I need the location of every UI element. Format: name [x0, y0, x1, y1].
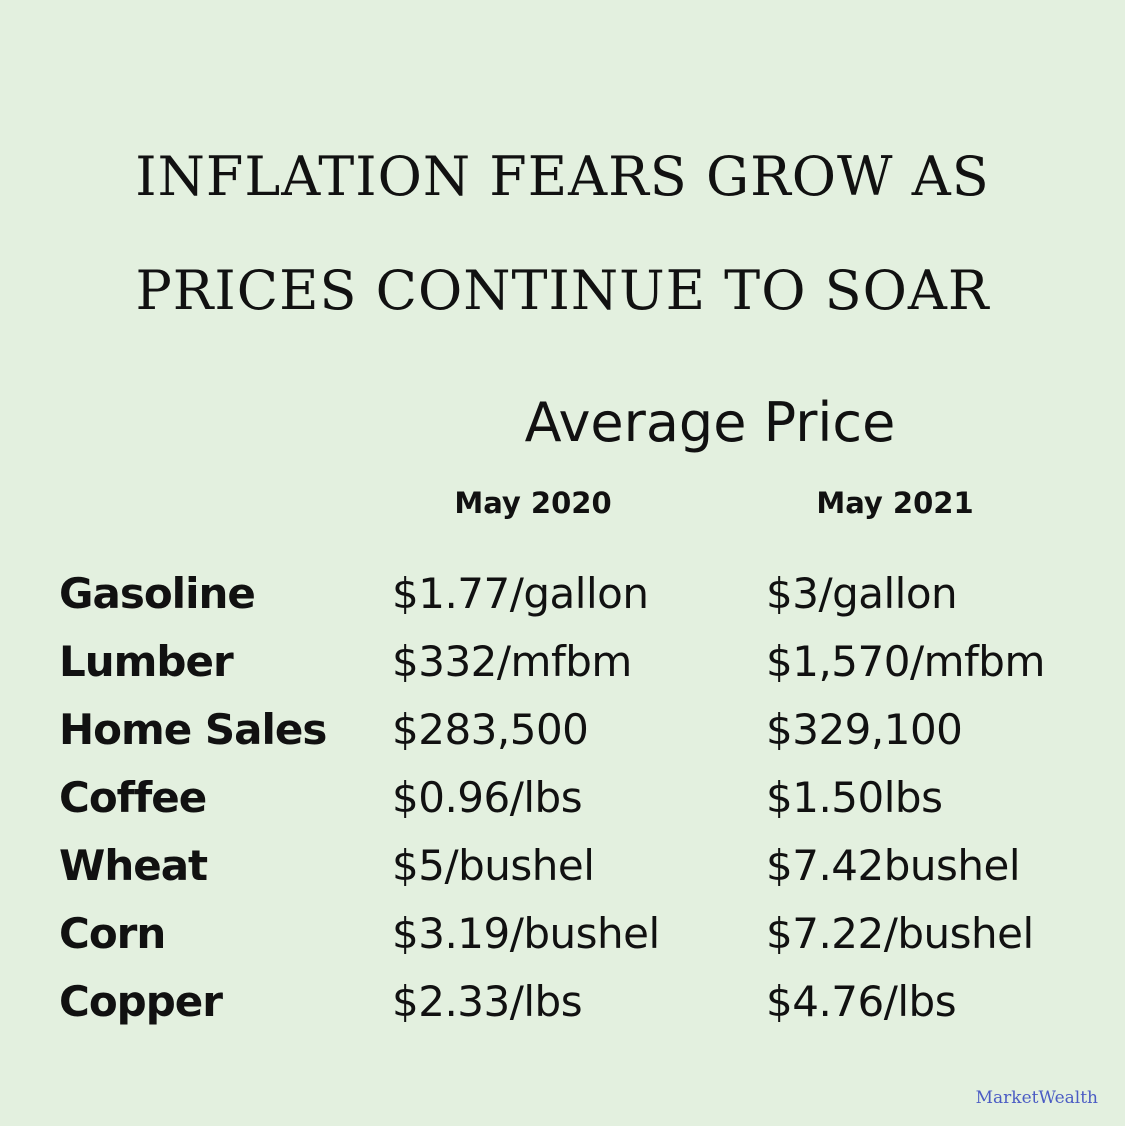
table-row: Wheat $5/bushel $7.42bushel: [0, 832, 1125, 900]
headline-line-2: PRICES CONTINUE TO SOAR: [135, 259, 990, 322]
row-value-may-2020: $0.96/lbs: [392, 773, 583, 822]
row-item-label: Copper: [59, 977, 223, 1026]
row-value-may-2020: $1.77/gallon: [392, 569, 649, 618]
table-row: Lumber $332/mfbm $1,570/mfbm: [0, 628, 1125, 696]
row-value-may-2020: $283,500: [392, 705, 589, 754]
headline: INFLATION FEARS GROW AS PRICES CONTINUE …: [0, 120, 1125, 348]
headline-line-1: INFLATION FEARS GROW AS: [135, 145, 990, 208]
row-value-may-2020: $332/mfbm: [392, 637, 632, 686]
row-item-label: Gasoline: [59, 569, 256, 618]
row-value-may-2020: $2.33/lbs: [392, 977, 583, 1026]
row-item-label: Coffee: [59, 773, 207, 822]
row-value-may-2020: $3.19/bushel: [392, 909, 660, 958]
row-value-may-2021: $3/gallon: [766, 569, 958, 618]
row-item-label: Lumber: [59, 637, 234, 686]
row-item-label: Home Sales: [59, 705, 327, 754]
table-row: Gasoline $1.77/gallon $3/gallon: [0, 560, 1125, 628]
price-table: Gasoline $1.77/gallon $3/gallon Lumber $…: [0, 560, 1125, 1036]
row-item-label: Corn: [59, 909, 166, 958]
row-value-may-2020: $5/bushel: [392, 841, 595, 890]
row-value-may-2021: $7.22/bushel: [766, 909, 1034, 958]
table-row: Copper $2.33/lbs $4.76/lbs: [0, 968, 1125, 1036]
row-value-may-2021: $7.42bushel: [766, 841, 1021, 890]
source-credit: MarketWealth: [975, 1088, 1098, 1108]
row-item-label: Wheat: [59, 841, 208, 890]
row-value-may-2021: $1,570/mfbm: [766, 637, 1045, 686]
row-value-may-2021: $1.50lbs: [766, 773, 943, 822]
column-header-may-2021: May 2021: [816, 486, 974, 520]
row-value-may-2021: $329,100: [766, 705, 963, 754]
row-value-may-2021: $4.76/lbs: [766, 977, 957, 1026]
table-row: Corn $3.19/bushel $7.22/bushel: [0, 900, 1125, 968]
average-price-heading: Average Price: [524, 391, 896, 454]
column-header-may-2020: May 2020: [454, 486, 612, 520]
table-row: Home Sales $283,500 $329,100: [0, 696, 1125, 764]
table-row: Coffee $0.96/lbs $1.50lbs: [0, 764, 1125, 832]
